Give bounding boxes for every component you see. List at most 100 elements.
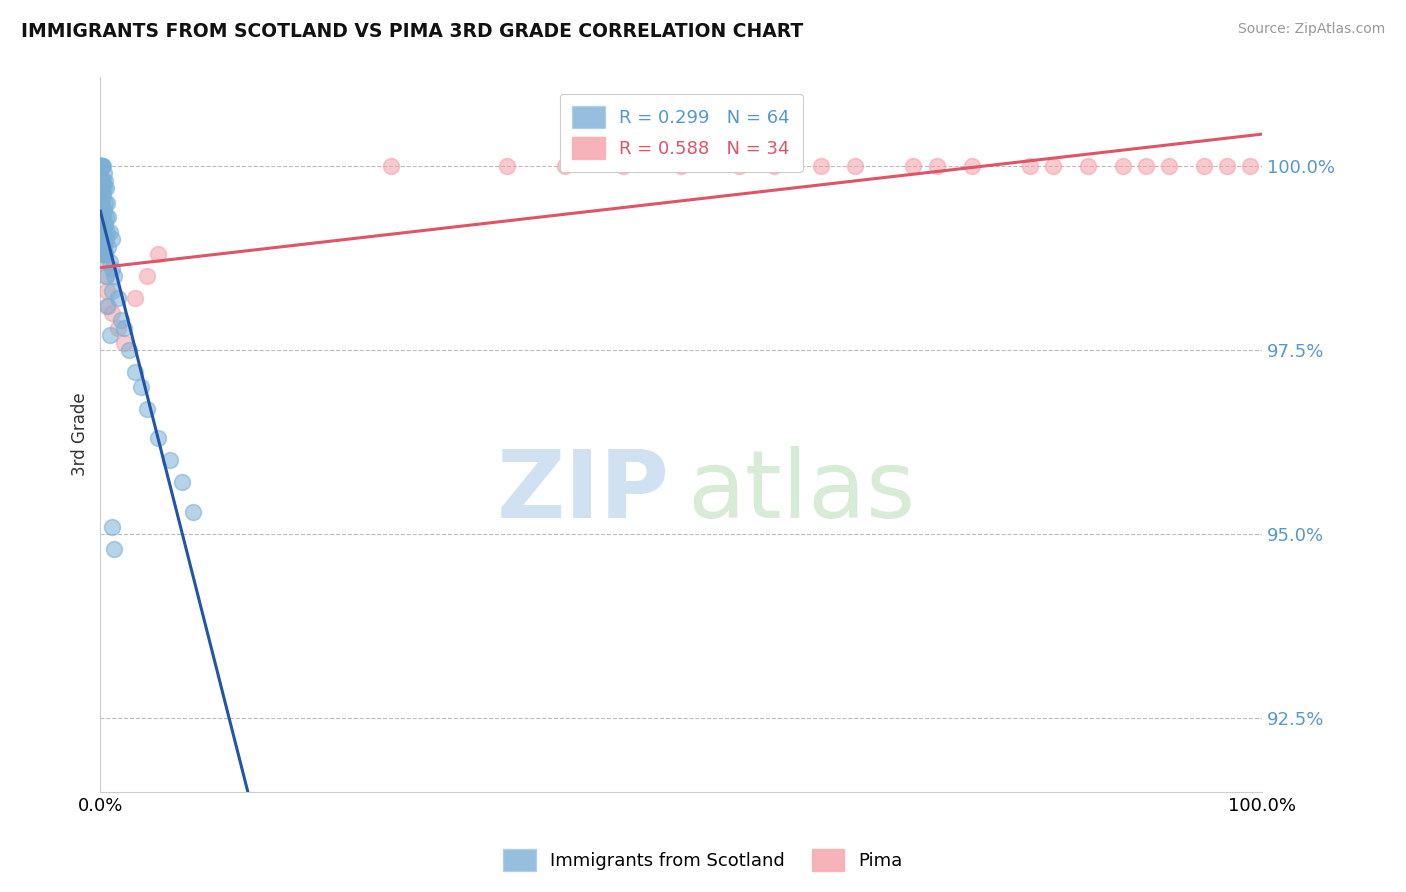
Point <box>1135 159 1157 173</box>
Point <box>90 195 112 210</box>
Point <box>91 188 114 202</box>
Point <box>96 284 118 298</box>
Point <box>903 159 925 173</box>
Point <box>380 159 402 173</box>
Text: Source: ZipAtlas.com: Source: ZipAtlas.com <box>1237 22 1385 37</box>
Point <box>112 335 135 350</box>
Point <box>96 211 118 225</box>
Legend: Immigrants from Scotland, Pima: Immigrants from Scotland, Pima <box>496 842 910 879</box>
Point <box>103 269 125 284</box>
Point <box>90 159 112 173</box>
Point <box>90 240 112 254</box>
Point <box>90 211 112 225</box>
Point <box>91 225 114 239</box>
Point <box>124 291 146 305</box>
Point <box>96 232 118 246</box>
Point <box>90 225 112 239</box>
Point <box>159 453 181 467</box>
Point <box>763 159 786 173</box>
Point <box>844 159 866 173</box>
Point <box>94 247 117 261</box>
Text: IMMIGRANTS FROM SCOTLAND VS PIMA 3RD GRADE CORRELATION CHART: IMMIGRANTS FROM SCOTLAND VS PIMA 3RD GRA… <box>21 22 803 41</box>
Point <box>135 401 157 416</box>
Point <box>94 218 117 232</box>
Point <box>89 159 111 173</box>
Point <box>94 173 117 187</box>
Point <box>93 181 115 195</box>
Point <box>1239 159 1261 173</box>
Point <box>91 211 114 225</box>
Text: ZIP: ZIP <box>496 446 669 538</box>
Point <box>89 159 111 173</box>
Point <box>90 173 112 187</box>
Point <box>93 202 115 217</box>
Point <box>91 232 114 246</box>
Point <box>91 173 114 187</box>
Point <box>107 320 129 334</box>
Point <box>97 211 120 225</box>
Point <box>93 240 115 254</box>
Point <box>101 284 124 298</box>
Point <box>101 306 124 320</box>
Point <box>90 211 112 225</box>
Point <box>1192 159 1215 173</box>
Point <box>96 269 118 284</box>
Point <box>554 159 576 173</box>
Point <box>135 269 157 284</box>
Point <box>98 254 121 268</box>
Point <box>97 240 120 254</box>
Point <box>93 240 115 254</box>
Point <box>1042 159 1064 173</box>
Point <box>96 195 118 210</box>
Point <box>181 505 204 519</box>
Point <box>170 475 193 490</box>
Point <box>96 225 118 239</box>
Point <box>93 166 115 180</box>
Point <box>925 159 948 173</box>
Point <box>94 247 117 261</box>
Point <box>103 541 125 556</box>
Point <box>1216 159 1239 173</box>
Point <box>669 159 692 173</box>
Text: atlas: atlas <box>688 446 915 538</box>
Point <box>94 195 117 210</box>
Point <box>118 343 141 357</box>
Point <box>124 365 146 379</box>
Point <box>101 261 124 276</box>
Point <box>89 159 111 173</box>
Point <box>148 431 170 445</box>
Point <box>89 195 111 210</box>
Point <box>89 188 111 202</box>
Point <box>112 320 135 334</box>
Point <box>91 159 114 173</box>
Point <box>612 159 634 173</box>
Point <box>728 159 751 173</box>
Point <box>89 159 111 173</box>
Point <box>810 159 832 173</box>
Point <box>96 181 118 195</box>
Point <box>89 159 111 173</box>
Point <box>98 328 121 343</box>
Point <box>98 225 121 239</box>
Point <box>101 232 124 246</box>
Point <box>97 299 120 313</box>
Point <box>960 159 983 173</box>
Point <box>93 218 115 232</box>
Point <box>101 519 124 533</box>
Point <box>89 159 111 173</box>
Point <box>96 269 118 284</box>
Point <box>1018 159 1040 173</box>
Point <box>148 247 170 261</box>
Point <box>90 181 112 195</box>
Point <box>89 159 111 173</box>
Point <box>1077 159 1099 173</box>
Point <box>1157 159 1180 173</box>
Point <box>1111 159 1133 173</box>
Point <box>107 291 129 305</box>
Point <box>496 159 519 173</box>
Point <box>110 313 132 327</box>
Point <box>89 173 111 187</box>
Point <box>96 299 118 313</box>
Point <box>91 247 114 261</box>
Point <box>94 254 117 268</box>
